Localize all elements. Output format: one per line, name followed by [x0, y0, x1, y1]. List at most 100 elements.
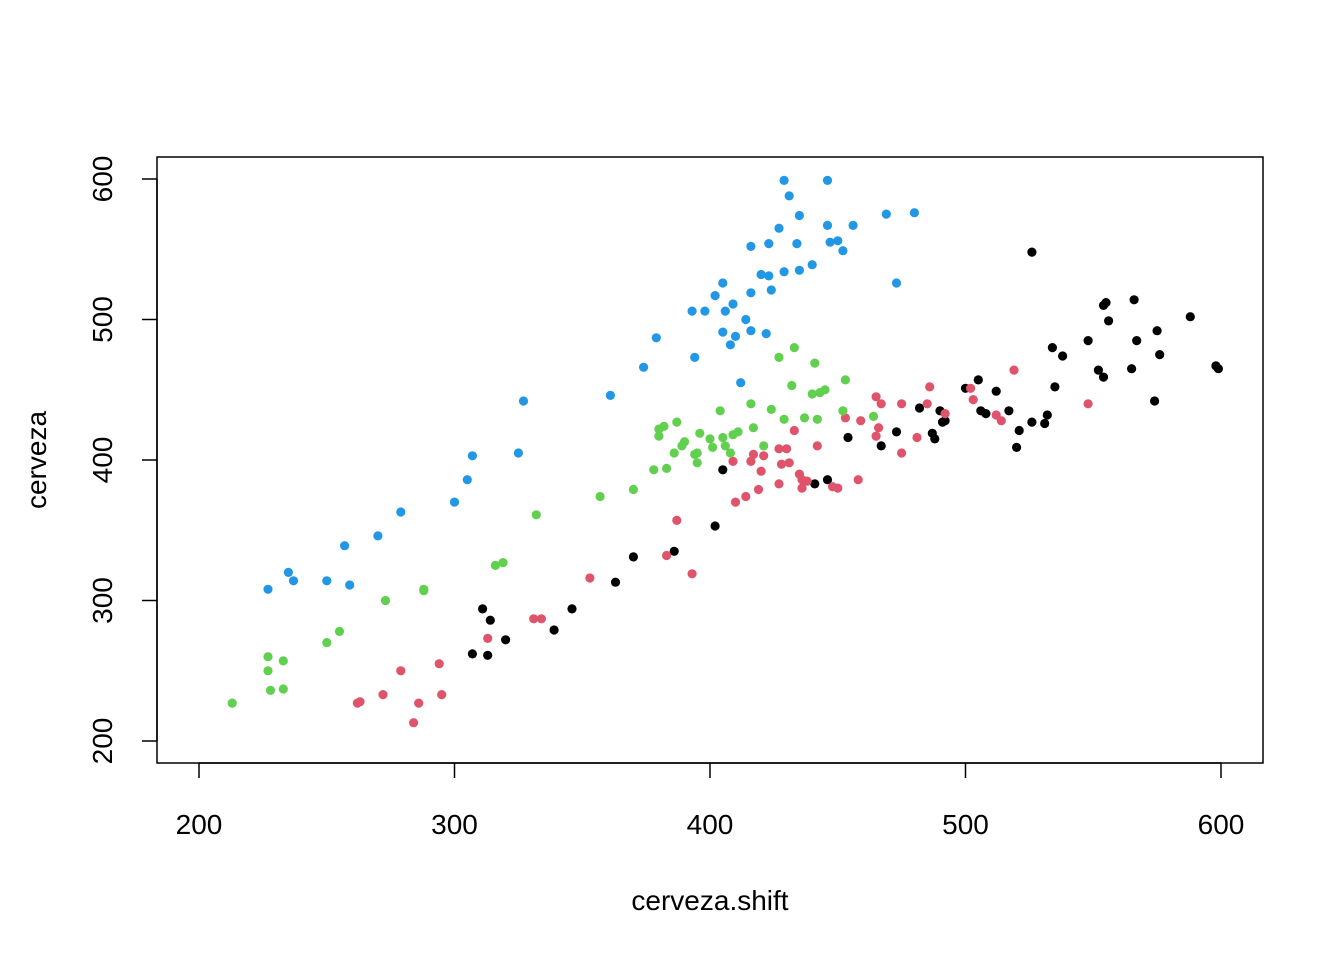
data-point — [672, 417, 682, 427]
data-point — [662, 463, 672, 473]
x-tick-label: 600 — [1198, 809, 1245, 840]
x-tick-label: 300 — [431, 809, 478, 840]
data-point — [810, 479, 820, 489]
y-tick-label: 400 — [87, 437, 118, 484]
data-point — [278, 656, 288, 666]
data-point — [373, 531, 383, 541]
data-point — [766, 285, 776, 295]
data-point — [1093, 365, 1103, 375]
data-point — [483, 650, 493, 660]
data-point — [462, 475, 472, 485]
data-point — [753, 484, 764, 495]
data-point — [776, 459, 787, 469]
data-point — [802, 476, 812, 486]
data-point — [912, 432, 922, 443]
data-point — [340, 541, 350, 551]
data-point — [700, 306, 710, 316]
data-point — [649, 465, 659, 475]
x-axis: 200 300 400 500 600 — [176, 762, 1245, 840]
data-point — [748, 423, 759, 433]
data-point — [549, 625, 559, 635]
data-point — [1042, 410, 1052, 420]
data-point — [764, 271, 774, 281]
data-point — [876, 441, 886, 451]
data-point — [1050, 382, 1060, 392]
data-point — [1152, 326, 1162, 336]
data-point — [710, 521, 720, 531]
data-point — [728, 456, 738, 466]
data-point — [766, 404, 776, 414]
data-point — [820, 385, 830, 395]
data-point — [940, 416, 950, 426]
data-point — [825, 237, 835, 247]
data-point — [409, 718, 419, 728]
data-point — [490, 560, 500, 571]
data-point — [782, 444, 792, 454]
data-point — [833, 483, 843, 493]
data-point — [1027, 417, 1037, 427]
data-point — [345, 580, 355, 590]
data-point — [789, 343, 799, 353]
data-point — [518, 396, 529, 406]
data-point — [1155, 350, 1165, 360]
data-point — [810, 358, 820, 368]
data-point — [891, 278, 902, 288]
data-point — [1185, 312, 1195, 322]
data-point — [981, 409, 991, 419]
data-point — [746, 326, 756, 336]
data-point — [868, 411, 879, 421]
data-point — [746, 241, 756, 251]
data-point — [733, 427, 743, 437]
data-point — [414, 698, 424, 708]
data-point — [419, 584, 429, 594]
data-point — [764, 239, 774, 249]
data-point — [662, 550, 672, 561]
data-point — [797, 483, 807, 493]
data-point — [968, 395, 978, 405]
data-point — [692, 448, 702, 458]
data-point — [1009, 365, 1019, 375]
data-point — [322, 638, 332, 648]
data-point — [708, 442, 718, 452]
x-tick-label: 200 — [176, 809, 223, 840]
data-point — [1098, 372, 1109, 382]
data-points — [227, 175, 1223, 728]
y-axis: 200 300 400 500 600 — [87, 156, 158, 764]
x-tick-label: 400 — [687, 809, 734, 840]
data-point — [741, 314, 751, 325]
data-point — [628, 552, 639, 562]
data-point — [779, 267, 789, 277]
data-point — [725, 340, 736, 350]
data-point — [725, 448, 736, 458]
data-point — [498, 558, 508, 568]
data-point — [467, 649, 477, 659]
data-point — [930, 434, 940, 444]
data-point — [288, 576, 299, 586]
data-point — [756, 466, 766, 476]
data-point — [1040, 418, 1050, 429]
data-point — [1150, 396, 1160, 406]
data-point — [672, 515, 682, 526]
data-point — [914, 403, 925, 413]
data-point — [536, 614, 547, 624]
data-point — [263, 652, 273, 662]
data-point — [897, 399, 907, 409]
data-point — [996, 416, 1006, 426]
data-point — [654, 431, 664, 441]
data-point — [789, 425, 799, 436]
data-point — [483, 633, 493, 644]
data-point — [891, 427, 902, 437]
data-point — [396, 507, 406, 517]
data-point — [705, 434, 715, 444]
data-point — [659, 421, 669, 431]
data-point — [730, 331, 741, 341]
data-point — [651, 333, 661, 343]
data-point — [687, 306, 697, 316]
data-point — [669, 448, 679, 458]
data-point — [787, 380, 797, 391]
data-point — [628, 484, 639, 495]
data-point — [278, 684, 288, 694]
data-point — [1083, 399, 1093, 409]
data-point — [695, 428, 705, 438]
